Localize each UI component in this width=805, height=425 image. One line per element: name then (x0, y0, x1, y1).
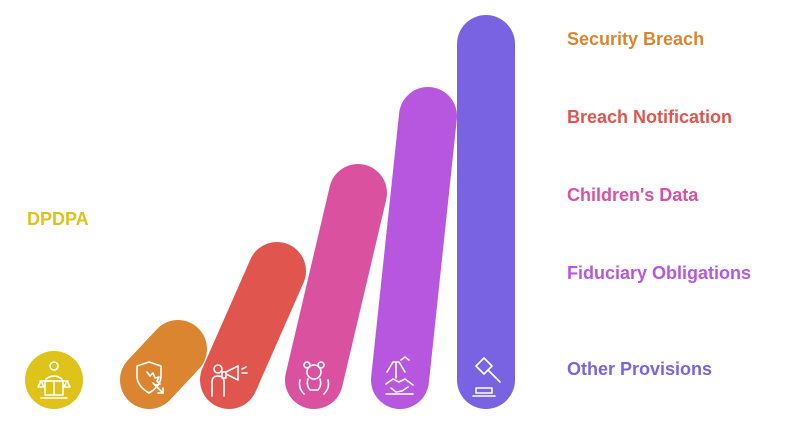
label-childrens-data: Children's Data (567, 185, 699, 205)
teddy-bear-hands-icon (298, 361, 330, 395)
bar-breach-notification (200, 242, 306, 409)
bar-fiduciary-obligations (371, 87, 457, 409)
label-breach-notification: Breach Notification (567, 107, 733, 127)
bar-childrens-data (285, 164, 387, 409)
hub-circle (25, 351, 83, 409)
scales-justice-icon (37, 361, 71, 399)
shield-cursor-icon (136, 361, 164, 394)
label-security-breach: Security Breach (567, 29, 705, 49)
handshake-icon (385, 356, 414, 395)
hub-title: DPDPA (27, 209, 89, 229)
bar-security-breach (120, 320, 207, 409)
megaphone-person-icon (211, 364, 248, 397)
bar-other-provisions (457, 15, 515, 409)
label-fiduciary-obligations: Fiduciary Obligations (567, 263, 752, 283)
gavel-icon (472, 357, 501, 397)
label-other-provisions: Other Provisions (567, 359, 713, 379)
hub-node (25, 351, 83, 409)
